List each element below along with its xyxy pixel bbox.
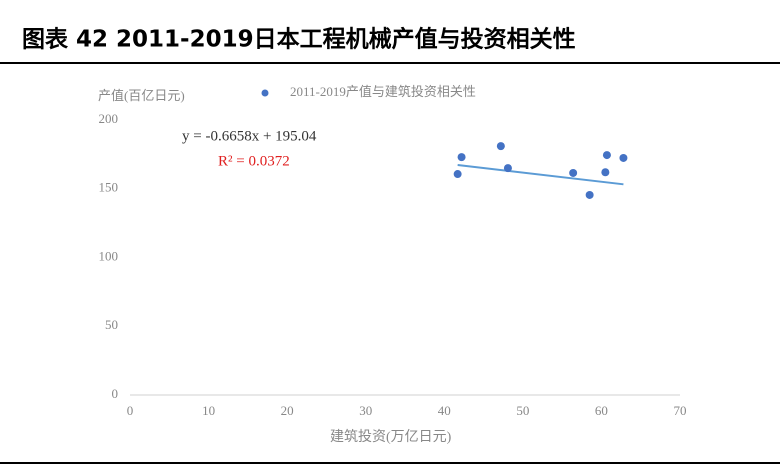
point (453, 170, 462, 179)
x-tick-label: 10 (202, 403, 215, 418)
x-tick-label: 0 (127, 403, 134, 418)
x-tick-label: 40 (438, 403, 451, 418)
y-axis-label: 产值(百亿日元) (98, 88, 185, 103)
point (457, 153, 466, 162)
point (503, 164, 512, 173)
x-tick-label: 20 (281, 403, 294, 418)
y-tick-label: 50 (105, 317, 118, 332)
x-axis-label: 建筑投资(万亿日元) (330, 429, 452, 445)
point (496, 142, 505, 151)
point (569, 168, 578, 177)
y-tick-label: 100 (99, 248, 119, 263)
x-tick-label: 70 (674, 403, 687, 418)
point (601, 168, 610, 177)
x-tick-label: 30 (359, 403, 372, 418)
legend-label: 2011-2019产值与建筑投资相关性 (290, 84, 476, 99)
y-tick-label: 150 (99, 180, 119, 195)
point (602, 151, 611, 160)
legend-marker (261, 89, 269, 97)
r2-label: R² = 0.0372 (218, 153, 290, 169)
point (585, 190, 594, 199)
trend-equation: y = -0.6658x + 195.04 (182, 128, 317, 144)
trendline (457, 164, 624, 186)
figure-title: 图表 42 2011-2019日本工程机械产值与投资相关性 (22, 26, 576, 53)
x-tick-label: 60 (595, 403, 608, 418)
point (619, 153, 628, 162)
y-tick-label: 200 (99, 111, 119, 126)
y-tick-label: 0 (112, 386, 119, 401)
x-tick-label: 50 (516, 403, 529, 418)
